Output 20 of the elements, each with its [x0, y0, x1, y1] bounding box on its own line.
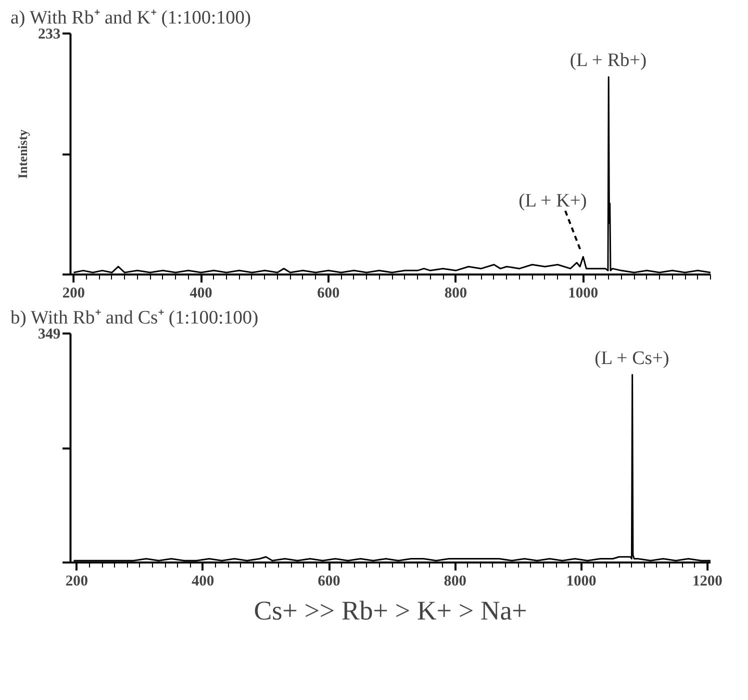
x-tick-label: 600	[317, 286, 340, 302]
chart-title: a) With Rb⁺ and K⁺ (1:100:100)	[10, 8, 251, 28]
text: Cs+ >> Rb+ > K+ > Na+	[254, 596, 528, 626]
annotation: (L + Cs+)	[594, 348, 670, 369]
x-tick-label: 1200	[692, 574, 722, 590]
annotation: (L + K+)	[518, 190, 587, 212]
annotation: (L + Rb+)	[570, 50, 647, 71]
y-axis-title: Intenisty	[15, 128, 30, 179]
x-tick-label: 400	[190, 286, 212, 302]
x-tick-label: 400	[192, 574, 214, 590]
x-tick-label: 800	[444, 286, 468, 302]
text: 349	[38, 326, 60, 342]
x-tick-label: 200	[62, 286, 85, 302]
x-tick-label: 800	[444, 574, 466, 590]
x-tick-label: 1000	[568, 286, 598, 302]
text: 233	[38, 26, 60, 42]
x-tick-label: 200	[66, 574, 88, 590]
chart-title: b) With Rb⁺ and Cs⁺ (1:100:100)	[10, 308, 258, 328]
x-tick-label: 600	[318, 574, 340, 590]
x-tick-label: 1000	[566, 574, 596, 590]
